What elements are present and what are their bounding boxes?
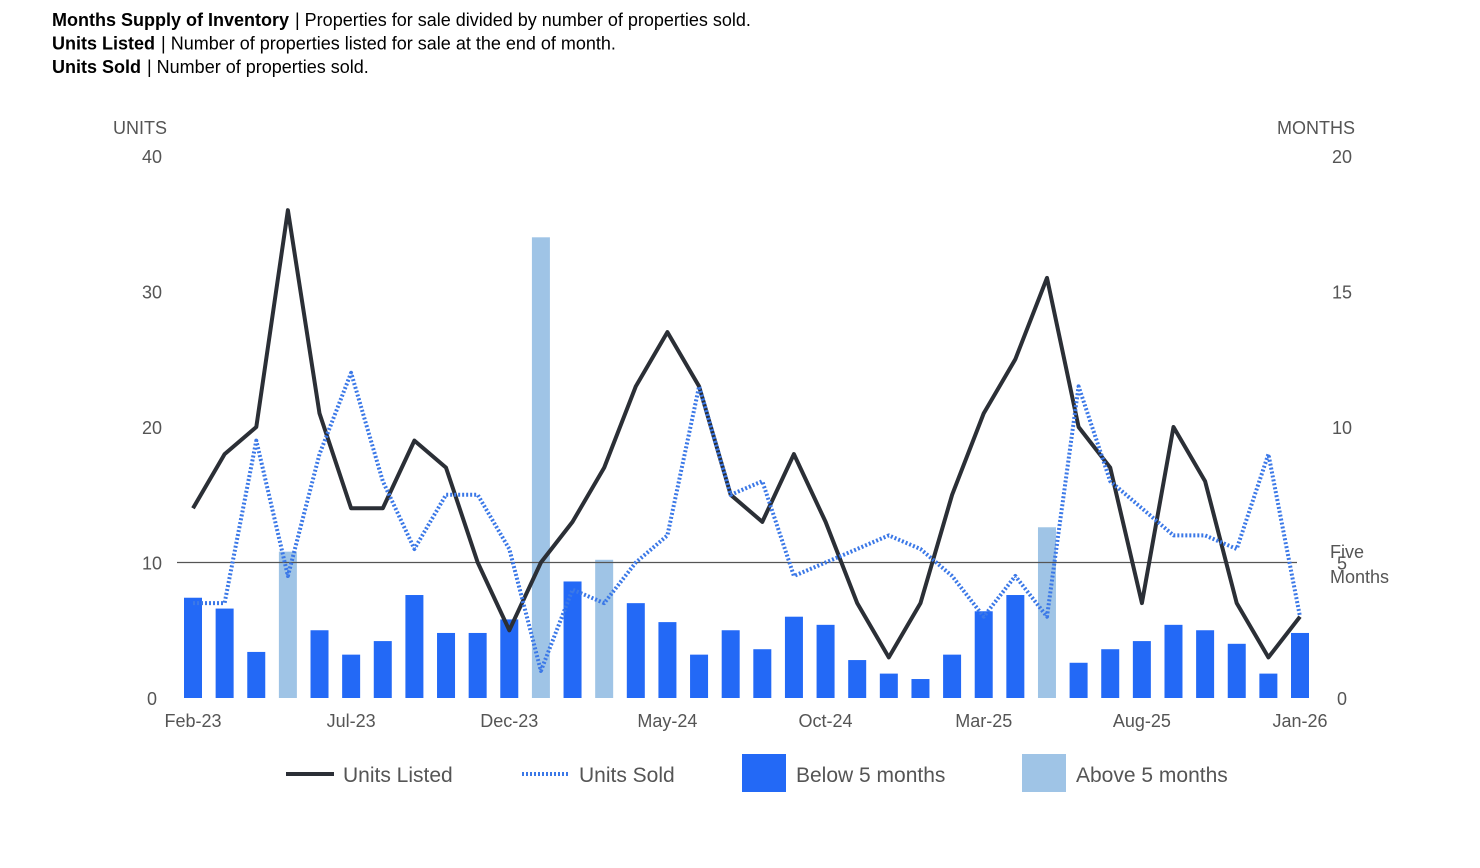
bar <box>658 622 677 698</box>
y-axis-title: UNITS <box>113 118 167 138</box>
bar <box>310 630 329 698</box>
x-tick-label: Jul-23 <box>327 711 376 731</box>
legend-label: Units Sold <box>579 764 675 787</box>
bar <box>690 654 709 698</box>
header-line: Units Sold | Number of properties sold. <box>52 57 369 77</box>
legend-label: Units Listed <box>343 764 453 787</box>
bar <box>1291 632 1309 698</box>
y-tick-label: 20 <box>142 418 162 438</box>
bar <box>943 654 962 698</box>
y-tick-label: 40 <box>142 147 162 167</box>
bar <box>1069 662 1088 698</box>
bar <box>1196 630 1215 698</box>
bar <box>247 651 266 698</box>
bar <box>468 632 487 698</box>
header-line: Units Listed | Number of properties liste… <box>52 34 616 54</box>
x-tick-label: Feb-23 <box>164 711 221 731</box>
x-tick-label: Aug-25 <box>1113 711 1171 731</box>
y2-tick-label: 15 <box>1332 283 1352 303</box>
bar <box>563 581 582 698</box>
y-tick-label: 0 <box>147 689 157 709</box>
bar <box>784 616 803 698</box>
bar <box>184 597 202 698</box>
header: Months Supply of Inventory | Properties f… <box>52 10 751 77</box>
y2-tick-label: 5 <box>1337 554 1347 574</box>
bar <box>437 632 456 698</box>
y2-tick-label: 20 <box>1332 147 1352 167</box>
y2-tick-label: 0 <box>1337 689 1347 709</box>
bar <box>1164 624 1183 698</box>
bar <box>911 679 930 698</box>
legend-swatch <box>1022 754 1066 792</box>
header-definition: | Properties for sale divided by number … <box>295 10 751 30</box>
y-tick-label: 10 <box>142 554 162 574</box>
line-series <box>193 370 1302 673</box>
header-definition: | Number of properties listed for sale a… <box>161 34 616 54</box>
legend-label: Below 5 months <box>796 764 945 787</box>
bar <box>1132 641 1151 698</box>
header-term: Months Supply of Inventory <box>52 10 289 30</box>
legend-swatch <box>742 754 786 792</box>
bar <box>531 237 550 699</box>
x-tick-label: Dec-23 <box>480 711 538 731</box>
bar <box>1006 595 1025 698</box>
x-tick-label: Jan-26 <box>1272 711 1327 731</box>
bar <box>626 603 645 698</box>
bar <box>595 559 614 698</box>
line-series <box>191 208 1302 660</box>
header-term: Units Sold <box>52 57 141 77</box>
bar <box>721 630 740 698</box>
bar <box>848 660 867 698</box>
x-tick-label: Mar-25 <box>955 711 1012 731</box>
bar <box>373 641 392 698</box>
y2-tick-label: 10 <box>1332 418 1352 438</box>
x-tick-label: Oct-24 <box>799 711 853 731</box>
bar <box>500 619 519 698</box>
bar <box>342 654 361 698</box>
bar <box>816 624 835 698</box>
header-definition: | Number of properties sold. <box>147 57 369 77</box>
x-tick-label: May-24 <box>637 711 697 731</box>
bar <box>405 595 424 698</box>
header-term: Units Listed <box>52 34 155 54</box>
bar <box>753 649 772 698</box>
bar <box>879 673 898 698</box>
header-line: Months Supply of Inventory | Properties f… <box>52 10 751 30</box>
bar <box>1101 649 1120 698</box>
bar <box>215 608 234 698</box>
bar <box>974 611 993 698</box>
bar <box>1259 673 1278 698</box>
bar <box>278 551 297 698</box>
bar <box>1227 643 1246 698</box>
reference-label: Five Months <box>1330 542 1390 587</box>
y-tick-label: 30 <box>142 283 162 303</box>
legend-label: Above 5 months <box>1076 764 1228 787</box>
y2-axis-title: MONTHS <box>1277 118 1355 138</box>
